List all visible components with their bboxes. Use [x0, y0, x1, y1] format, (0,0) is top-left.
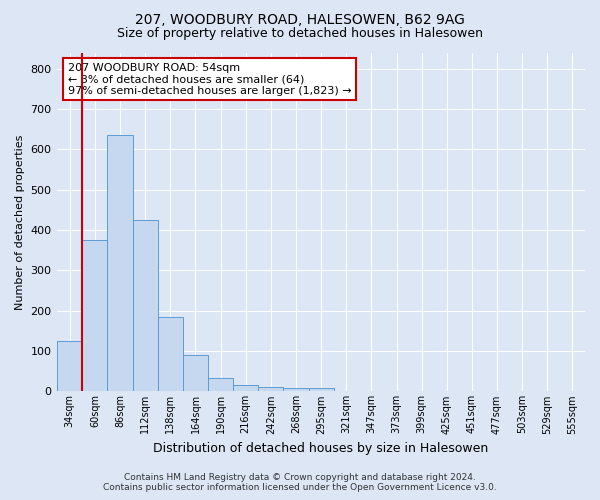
Text: 207, WOODBURY ROAD, HALESOWEN, B62 9AG: 207, WOODBURY ROAD, HALESOWEN, B62 9AG	[135, 12, 465, 26]
Bar	[107, 135, 133, 392]
Bar	[133, 220, 158, 392]
Text: 207 WOODBURY ROAD: 54sqm
← 3% of detached houses are smaller (64)
97% of semi-de: 207 WOODBURY ROAD: 54sqm ← 3% of detache…	[68, 62, 352, 96]
Bar	[283, 388, 308, 392]
Text: Contains HM Land Registry data © Crown copyright and database right 2024.
Contai: Contains HM Land Registry data © Crown c…	[103, 473, 497, 492]
Bar	[208, 378, 233, 392]
Bar	[57, 341, 82, 392]
Bar	[233, 384, 258, 392]
Y-axis label: Number of detached properties: Number of detached properties	[15, 134, 25, 310]
Bar	[183, 355, 208, 392]
Bar	[308, 388, 334, 392]
Bar	[82, 240, 107, 392]
Bar	[258, 388, 283, 392]
X-axis label: Distribution of detached houses by size in Halesowen: Distribution of detached houses by size …	[154, 442, 489, 455]
Bar	[158, 317, 183, 392]
Text: Size of property relative to detached houses in Halesowen: Size of property relative to detached ho…	[117, 28, 483, 40]
